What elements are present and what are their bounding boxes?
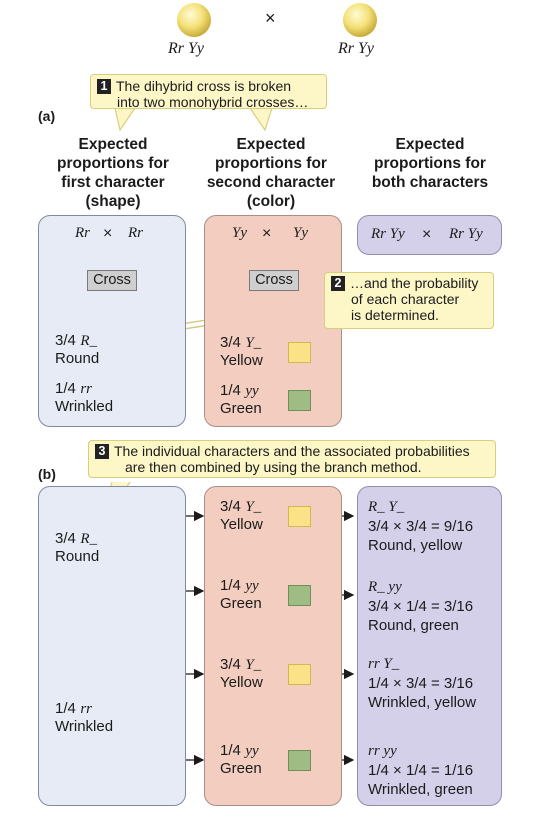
- color-panel-a: [204, 215, 342, 427]
- combined-wrinkled-yellow: rr Y_ 1/4 × 3/4 = 3/16 Wrinkled, yellow: [368, 656, 477, 711]
- color-cross-left: Yy: [232, 225, 247, 241]
- parent-left-genotype: Rr Yy: [168, 40, 204, 57]
- color-b-green-2: 1/4 yy Green: [220, 742, 262, 777]
- header-second-character: Expected proportions for second character(…: [206, 136, 336, 210]
- combined-round-green: R_ yy 3/4 × 1/4 = 3/16 Round, green: [368, 579, 474, 634]
- shape-cross-x: ×: [103, 225, 113, 242]
- header-first-character: Expected proportions for first character (s…: [57, 136, 169, 210]
- yellow-square-b1-icon: [288, 506, 311, 527]
- parent-pea-right-icon: [343, 3, 377, 37]
- callout-3: 3 The individual characters and the assoc…: [88, 440, 496, 478]
- combined-round-yellow: R_ Y_ 3/4 × 3/4 = 9/16 Round, yellow: [368, 499, 474, 554]
- shape-b-wrinkled: 1/4 rr Wrinkled: [55, 700, 114, 735]
- color-cross-right: Yy: [293, 225, 308, 241]
- shape-cross-right: Rr: [128, 225, 143, 241]
- color-panel-b: [204, 486, 342, 806]
- color-cross-x: ×: [262, 225, 272, 242]
- green-square-b2-icon: [288, 750, 311, 771]
- green-square-icon: [288, 390, 311, 411]
- header-both-characters: Expected proportions for both characters: [371, 136, 489, 191]
- shape-result-round: 3/4 R_ Round: [55, 332, 100, 367]
- shape-b-round: 3/4 R_ Round: [55, 530, 100, 565]
- shape-panel-a: [38, 215, 186, 427]
- color-b-yellow-2: 3/4 Y_ Yellow: [220, 656, 263, 691]
- parent-cross-symbol: ×: [265, 8, 276, 28]
- shape-cross-left: Rr: [75, 225, 90, 241]
- combined-wrinkled-green: rr yy 1/4 × 1/4 = 1/16 Wrinkled, green: [368, 743, 474, 798]
- shape-panel-b: [38, 486, 186, 806]
- callout-1-number: 1: [97, 79, 111, 94]
- shape-cross-box: Cross: [87, 270, 137, 291]
- callout-3-line1: The individual characters and the associ…: [114, 443, 470, 459]
- section-label-a: (a): [38, 108, 56, 124]
- callout-2-line1: …and the probability: [350, 275, 479, 291]
- color-result-green: 1/4 yy Green: [220, 382, 262, 417]
- parent-right-genotype: Rr Yy: [338, 40, 374, 57]
- callout-1-line2: into two monohybrid crosses…: [117, 94, 309, 110]
- parent-pea-left-icon: [177, 3, 211, 37]
- callout-1: 1 The dihybrid cross is broken into two m…: [90, 74, 327, 110]
- color-b-yellow-1: 3/4 Y_ Yellow: [220, 498, 263, 533]
- shape-result-wrinkled: 1/4 rr Wrinkled: [55, 380, 114, 415]
- combined-panel-b: [357, 486, 502, 806]
- green-square-b1-icon: [288, 585, 311, 606]
- color-cross-box: Cross: [249, 270, 299, 291]
- both-panel-a: [357, 215, 502, 255]
- callout-3-number: 3: [95, 444, 109, 459]
- callout-3-line2: are then combined by using the branch me…: [125, 459, 422, 475]
- callout-1-line1: The dihybrid cross is broken: [116, 78, 292, 94]
- callout-1-pointer-left: [114, 107, 136, 132]
- color-b-green-1: 1/4 yy Green: [220, 577, 262, 612]
- color-result-yellow: 3/4 Y_ Yellow: [220, 334, 263, 369]
- callout-1-pointer-right: [249, 107, 273, 132]
- both-cross-right: Rr Yy: [449, 226, 483, 242]
- section-label-b: (b): [38, 466, 56, 482]
- both-cross-x: ×: [422, 226, 432, 243]
- callout-2-line2: of each character: [351, 291, 460, 307]
- yellow-square-b2-icon: [288, 664, 311, 685]
- callout-2: 2 …and the probability of each character …: [324, 272, 494, 329]
- yellow-square-icon: [288, 342, 311, 363]
- both-cross-left: Rr Yy: [371, 226, 405, 242]
- callout-2-number: 2: [331, 276, 345, 291]
- callout-2-line3: is determined.: [351, 307, 439, 323]
